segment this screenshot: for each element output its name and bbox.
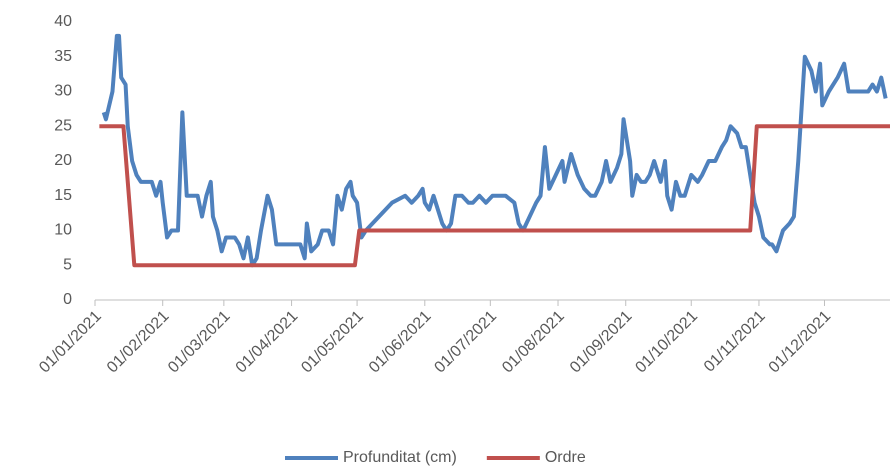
x-tick-label: 01/04/2021 [233,308,302,377]
y-tick-label: 10 [54,222,72,239]
x-tick-label: 01/08/2021 [499,308,568,377]
x-tick-label: 01/03/2021 [165,308,234,377]
x-tick-label: 01/07/2021 [431,308,500,377]
x-tick-label: 01/10/2021 [632,308,701,377]
x-tick-label: 01/11/2021 [701,308,769,376]
legend-label: Profunditat (cm) [343,449,457,466]
x-tick-label: 01/02/2021 [104,308,173,377]
y-tick-label: 20 [54,152,72,169]
legend-label: Ordre [545,449,586,466]
x-tick-label: 01/06/2021 [366,308,435,377]
x-tick-label: 01/05/2021 [298,308,367,377]
x-tick-label: 01/09/2021 [567,308,636,377]
x-tick-label: 01/12/2021 [766,308,835,377]
y-tick-label: 40 [54,13,72,30]
y-tick-label: 0 [63,291,72,308]
x-tick-label: 01/01/2021 [36,308,105,377]
y-tick-label: 15 [54,187,72,204]
y-tick-label: 25 [54,117,72,134]
y-tick-label: 35 [54,48,72,65]
data-line [99,124,890,268]
y-tick-label: 30 [54,83,72,100]
y-tick-label: 5 [63,256,72,273]
